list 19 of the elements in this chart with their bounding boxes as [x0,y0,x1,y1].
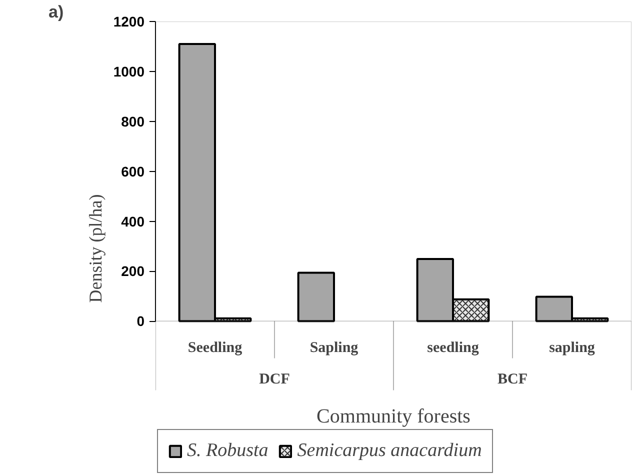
x-tick-label: Sapling [310,340,359,356]
text: a) [48,2,64,22]
x-tick-label: sapling [549,340,596,356]
x-tick-label: Seedling [188,340,243,356]
y-tick-label: 0 [136,313,145,330]
y-axis-title: Density (pl/ha) [85,194,106,303]
bar [297,272,335,322]
legend-label: S. Robusta [187,440,268,462]
x-tick-label: seedling [427,340,480,356]
y-tick-label: 1200 [113,14,145,30]
y-tick-label: 800 [121,113,145,130]
legend-label: Semicarpus anacardium [297,440,482,462]
x-axis-title: Community forests [316,405,471,428]
text: DCF [259,371,290,388]
y-tick-label: 600 [121,163,145,180]
text: BCF [498,371,528,388]
y-tick-label: 1000 [113,63,145,80]
y-tick-label: 200 [121,263,145,280]
y-tick-label: 400 [121,213,145,230]
